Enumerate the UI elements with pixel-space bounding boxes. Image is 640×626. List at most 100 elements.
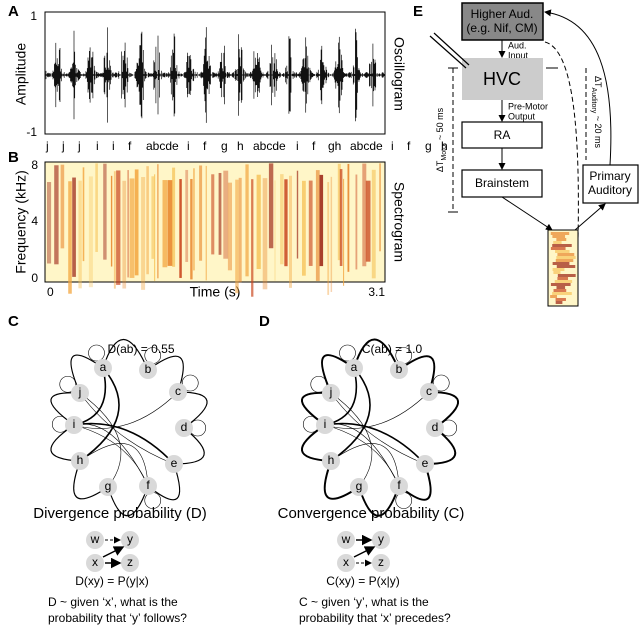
node [71, 384, 89, 402]
node-label: e [422, 456, 429, 470]
self-loop [88, 344, 105, 362]
edge [358, 485, 400, 517]
axis-label: Frequency (kHz) [13, 170, 29, 273]
strip-band [555, 298, 566, 301]
edge [428, 391, 459, 429]
panel-b: B 8 4 0 0 3.1 Time (s) Frequency (kHz) S… [8, 149, 407, 300]
syllable-label: h [441, 139, 448, 153]
syllable-label: abcde [253, 139, 286, 153]
spectro-band [134, 169, 139, 276]
spectro-band [365, 180, 371, 262]
node-label: e [171, 456, 178, 470]
syllable-label: j [45, 139, 49, 153]
box-label: RA [494, 128, 511, 142]
node [420, 383, 438, 401]
node-label: g [356, 479, 363, 493]
spectro-band [167, 180, 173, 266]
strip-band [554, 280, 573, 283]
syllable-label: abcde [146, 139, 179, 153]
box-label: Brainstem [475, 176, 529, 190]
mini-node [86, 531, 104, 549]
tick-label: -1 [26, 125, 37, 139]
spectro-band [82, 167, 85, 262]
syllable-label: h [237, 139, 244, 153]
spectro-band [371, 169, 376, 279]
mini-node-label: w [90, 532, 100, 546]
panel-label: A [8, 3, 19, 20]
node [65, 416, 83, 434]
spectro-band [185, 169, 189, 262]
spectro-band [157, 164, 159, 279]
spectro-band [315, 170, 320, 281]
measure-label: D(ab) = 0.55 [107, 342, 174, 356]
edge [424, 427, 456, 465]
spectro-band [205, 165, 207, 281]
waveform [45, 27, 386, 123]
axis-label: Time (s) [190, 284, 241, 300]
panel-d: D C(ab) = 1.0 a b c d e f g h i j Convergence probab… [259, 313, 464, 625]
node-label: f [146, 478, 150, 492]
node [71, 452, 89, 470]
spectro-band [72, 177, 76, 277]
caption: probability that ‘x’ precedes? [299, 611, 451, 625]
spectro-band [355, 174, 358, 270]
edge [79, 392, 175, 465]
spectro-band [337, 163, 341, 261]
strip-band [556, 286, 566, 289]
mini-node [121, 531, 139, 549]
edge [107, 485, 149, 517]
panel-label: B [8, 149, 19, 166]
hvc-box [462, 58, 543, 100]
node [426, 419, 444, 437]
spectro-band [245, 164, 249, 277]
strip-band [557, 274, 576, 277]
spectro-band [268, 163, 274, 249]
node-label: a [351, 360, 358, 374]
strip-band [552, 292, 572, 295]
panel-title: Divergence probability (D) [33, 505, 206, 522]
strip-band [556, 265, 576, 268]
edge [301, 424, 332, 462]
node-label: i [73, 417, 76, 431]
arrow [574, 203, 606, 231]
syllable-label: f [407, 139, 411, 153]
strip-band [555, 301, 563, 304]
edge [73, 391, 179, 429]
node [94, 359, 112, 377]
edge [147, 463, 181, 501]
edge [147, 355, 184, 393]
edge-label: Input [508, 50, 529, 60]
panel-label: D [259, 313, 270, 330]
spectro-band [238, 177, 242, 283]
node-label: h [77, 453, 84, 467]
spectro-band [256, 174, 261, 270]
mini-node-label: z [378, 555, 384, 569]
spectro-band [113, 171, 116, 289]
spectro-band [302, 180, 306, 276]
strip-band [552, 244, 572, 247]
spectro-band [280, 174, 284, 265]
syllable-label: i [112, 139, 115, 153]
self-loop [432, 374, 450, 392]
node-label: i [324, 417, 327, 431]
spectro-band [296, 170, 299, 259]
node [322, 452, 340, 470]
edge [177, 391, 208, 429]
box-label: (e.g. Nif, CM) [466, 21, 537, 35]
node [99, 478, 117, 496]
spectro-band [172, 167, 176, 267]
panel-label: C [8, 313, 19, 330]
tick-label: 4 [31, 214, 38, 228]
node-label: j [78, 385, 82, 399]
mini-edge [353, 546, 376, 558]
caption: D ~ given ‘x’, what is the [48, 595, 178, 609]
syllable-label: abcde [350, 139, 383, 153]
spectro-band [54, 165, 59, 265]
node-label: d [432, 420, 439, 434]
caption: C ~ given ‘y’, what is the [299, 595, 429, 609]
node [390, 361, 408, 379]
dt-auditory-label: ΔTAuditory ~ 20 ms [590, 76, 603, 148]
spectro-band [274, 180, 276, 281]
spectro-band [141, 177, 146, 290]
spectro-band [289, 175, 292, 288]
